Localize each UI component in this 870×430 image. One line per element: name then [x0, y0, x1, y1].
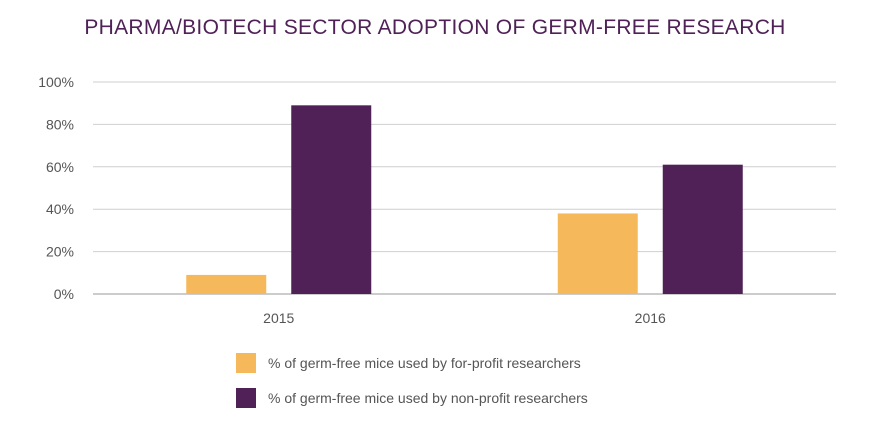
bar-non-profit-2016: [662, 164, 743, 294]
legend-label-non-profit: % of germ-free mice used by non-profit r…: [268, 390, 588, 406]
y-tick-label: 20%: [46, 244, 74, 260]
bar-for-profit-2015: [186, 274, 267, 294]
legend-swatch-for-profit: [236, 353, 256, 373]
bar-non-profit-2015: [291, 105, 372, 294]
y-axis-ticks: 0% 20% 40% 60% 80% 100%: [38, 74, 74, 302]
legend-swatch-non-profit: [236, 388, 256, 408]
legend-item-non-profit: % of germ-free mice used by non-profit r…: [236, 385, 588, 411]
legend-label-for-profit: % of germ-free mice used by for-profit r…: [268, 355, 581, 371]
y-tick-label: 60%: [46, 159, 74, 175]
legend-item-for-profit: % of germ-free mice used by for-profit r…: [236, 350, 588, 376]
x-tick-label: 2015: [263, 310, 294, 326]
legend: % of germ-free mice used by for-profit r…: [236, 350, 588, 420]
x-axis-ticks: 2015 2016: [263, 310, 666, 326]
y-tick-label: 100%: [38, 74, 74, 90]
bar-for-profit-2016: [557, 213, 638, 294]
y-tick-label: 0%: [54, 286, 74, 302]
x-tick-label: 2016: [635, 310, 666, 326]
y-tick-label: 40%: [46, 201, 74, 217]
y-tick-label: 80%: [46, 116, 74, 132]
bars: [186, 105, 743, 294]
chart-title: PHARMA/BIOTECH SECTOR ADOPTION OF GERM-F…: [84, 16, 786, 39]
